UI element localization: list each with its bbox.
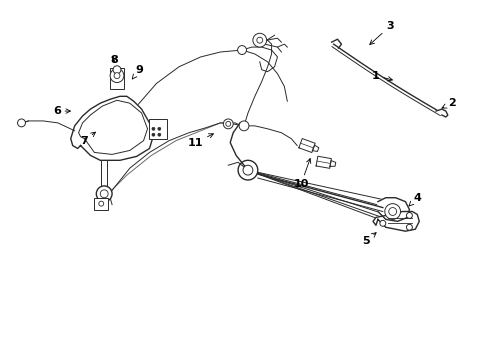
Text: 5: 5 [362,233,375,246]
Circle shape [113,66,121,74]
Polygon shape [298,139,315,153]
Circle shape [406,212,411,219]
Circle shape [252,33,266,47]
Circle shape [256,37,262,43]
Circle shape [110,69,123,82]
Circle shape [238,160,257,180]
Circle shape [225,121,230,126]
Circle shape [384,204,400,219]
Circle shape [406,224,411,230]
Circle shape [237,46,246,54]
Text: 4: 4 [408,193,420,206]
Circle shape [388,208,396,215]
Circle shape [18,119,25,127]
Text: 9: 9 [132,65,143,79]
Text: 1: 1 [371,71,391,81]
Polygon shape [435,109,447,117]
Text: 6: 6 [53,106,70,116]
Circle shape [158,127,161,130]
Circle shape [114,73,120,78]
Bar [110,68,123,89]
Text: 3: 3 [369,21,393,45]
Text: 2: 2 [441,98,455,108]
Circle shape [239,121,248,131]
Polygon shape [377,198,408,221]
Circle shape [100,190,108,198]
Polygon shape [372,212,418,231]
Polygon shape [71,96,153,160]
Polygon shape [315,156,331,168]
Circle shape [99,201,103,206]
Circle shape [223,119,233,129]
Circle shape [152,127,155,130]
Text: 8: 8 [110,55,118,65]
Text: 10: 10 [293,158,310,189]
Circle shape [96,186,112,202]
Bar [149,119,167,139]
Text: 7: 7 [81,132,95,145]
Circle shape [158,133,161,136]
Circle shape [152,133,155,136]
Circle shape [243,165,252,175]
Bar [94,198,108,210]
Text: 11: 11 [187,134,213,148]
Circle shape [379,220,385,226]
